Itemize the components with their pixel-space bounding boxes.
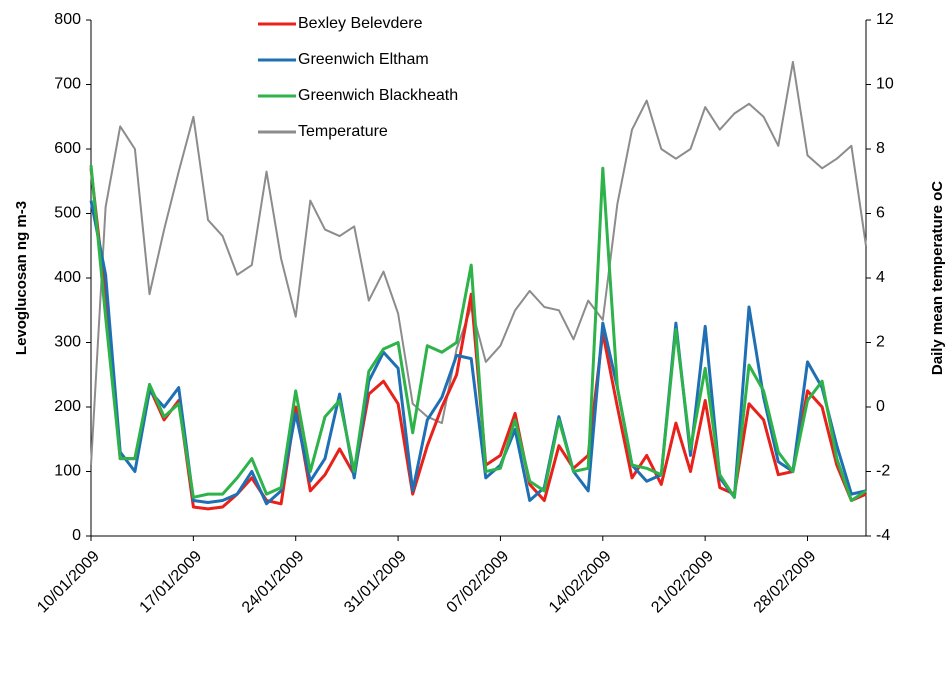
x-tick-label: 21/02/2009 xyxy=(648,548,717,617)
series-line xyxy=(90,60,867,466)
y2-axis-title: Daily mean temperature oC xyxy=(929,181,946,375)
x-tick-label: 31/01/2009 xyxy=(341,548,410,617)
y-tick-label: 200 xyxy=(54,398,81,415)
y-tick-label: 300 xyxy=(54,334,81,351)
legend-label: Bexley Belevdere xyxy=(298,15,423,32)
legend-label: Greenwich Eltham xyxy=(298,51,429,68)
y-tick-label: 700 xyxy=(54,76,81,93)
legend-label: Greenwich Blackheath xyxy=(298,87,458,104)
x-tick-label: 28/02/2009 xyxy=(751,548,820,617)
y2-tick-label: 6 xyxy=(876,205,885,222)
y-tick-label: 400 xyxy=(54,269,81,286)
x-tick-label: 14/02/2009 xyxy=(546,548,615,617)
y2-tick-label: -4 xyxy=(876,527,890,544)
y-tick-label: 500 xyxy=(54,205,81,222)
y2-tick-label: 2 xyxy=(876,334,885,351)
y2-tick-label: -2 xyxy=(876,463,890,480)
y2-tick-label: 8 xyxy=(876,140,885,157)
x-tick-label: 07/02/2009 xyxy=(444,548,513,617)
y-tick-label: 100 xyxy=(54,463,81,480)
y-tick-label: 800 xyxy=(54,11,81,28)
y2-tick-label: 12 xyxy=(876,11,894,28)
x-tick-label: 17/01/2009 xyxy=(137,548,206,617)
y2-tick-label: 10 xyxy=(876,76,894,93)
x-tick-label: 10/01/2009 xyxy=(34,548,103,617)
x-tick-label: 24/01/2009 xyxy=(239,548,308,617)
y-tick-label: 0 xyxy=(72,527,81,544)
y2-tick-label: 4 xyxy=(876,269,885,286)
y2-tick-label: 0 xyxy=(876,398,885,415)
y-axis-title: Levoglucosan ng m-3 xyxy=(13,201,30,355)
series-line xyxy=(89,164,867,502)
legend-label: Temperature xyxy=(298,123,388,140)
y-tick-label: 600 xyxy=(54,140,81,157)
